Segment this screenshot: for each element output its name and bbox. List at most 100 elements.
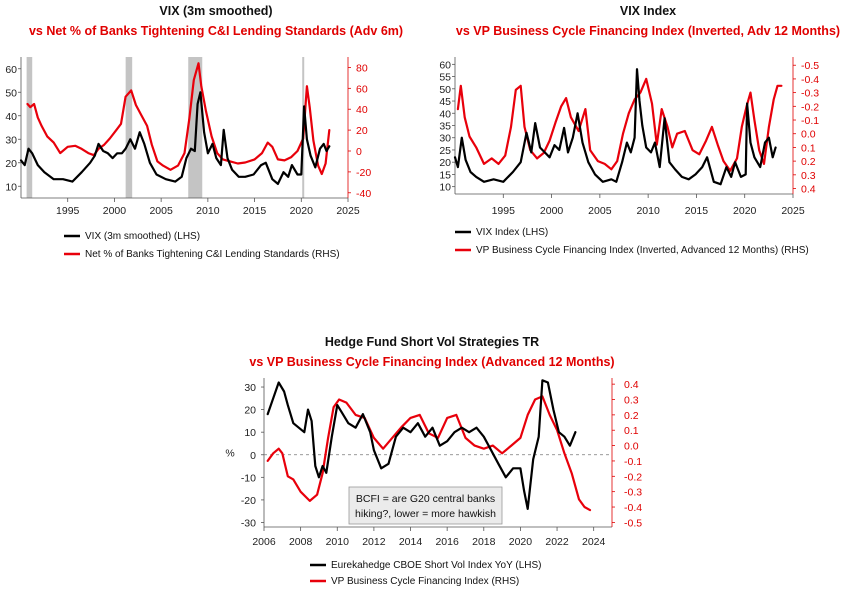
annotation-text: BCFI = are G20 central banks [356, 493, 495, 505]
y-right-tick-label: 0.4 [801, 184, 816, 196]
chart-title: Hedge Fund Short Vol Strategies TR [325, 335, 539, 349]
y-right-tick-label: 0.1 [801, 142, 816, 154]
y-right-tick-label: -0.1 [801, 115, 819, 127]
y-right-tick-label: -0.3 [801, 88, 819, 100]
y-left-tick-label: 20 [244, 405, 256, 417]
y-right-tick-label: 0.0 [624, 441, 639, 453]
y-right-tick-label: -0.2 [801, 101, 819, 113]
series-line-lhs [453, 68, 777, 186]
y-right-tick-label: -0.4 [801, 74, 819, 86]
x-tick-label: 2010 [326, 536, 350, 548]
annotation-text: hiking?, lower = more hawkish [355, 508, 496, 520]
legend-label-rhs: VP Business Cycle Financing Index (Inver… [476, 245, 809, 256]
y-left-tick-label: -20 [241, 495, 256, 507]
x-tick-label: 2000 [540, 205, 564, 217]
chart-panel-2: VIX Index vs VP Business Cycle Financing … [439, 4, 840, 256]
y-left-tick-label: 10 [244, 427, 256, 439]
x-tick-label: 2012 [362, 536, 386, 548]
series-line-rhs [26, 62, 331, 176]
y-left-tick-label: 35 [439, 121, 451, 133]
legend-label-rhs: Net % of Banks Tightening C&I Lending St… [85, 249, 340, 260]
y-left-tick-label: 10 [5, 181, 17, 193]
series-line-rhs [456, 77, 783, 172]
y-right-tick-label: 20 [356, 125, 368, 137]
y-left-tick-label: 25 [439, 145, 451, 157]
chart-subtitle: vs VP Business Cycle Financing Index (In… [456, 24, 840, 38]
y-right-tick-label: -0.5 [801, 60, 819, 72]
y-right-tick-label: -40 [356, 188, 371, 200]
x-tick-label: 2020 [290, 205, 314, 217]
chart-panel-3: Hedge Fund Short Vol Strategies TR vs VP … [225, 335, 642, 587]
chart-panel-1: VIX (3m smoothed) vs Net % of Banks Tight… [5, 4, 403, 260]
x-tick-label: 2000 [103, 205, 127, 217]
y-right-tick-label: 40 [356, 104, 368, 116]
y-right-tick-label: 0.0 [801, 129, 816, 141]
x-tick-label: 2022 [545, 536, 569, 548]
y-right-tick-label: -0.3 [624, 487, 642, 499]
y-left-tick-label: 40 [439, 108, 451, 120]
y-right-tick-label: -0.2 [624, 471, 642, 483]
y-left-tick-label: 30 [439, 133, 451, 145]
x-tick-label: 2020 [509, 536, 533, 548]
y-left-tick-label: 60 [5, 64, 17, 76]
legend-label-lhs: VIX Index (LHS) [476, 227, 548, 238]
x-tick-label: 2005 [149, 205, 173, 217]
x-tick-label: 2025 [781, 205, 805, 217]
y-left-tick-label: 55 [439, 72, 451, 84]
x-tick-label: 2015 [243, 205, 267, 217]
x-tick-label: 2014 [399, 536, 423, 548]
y-right-tick-label: 0.4 [624, 379, 639, 391]
series-line-lhs [266, 379, 577, 510]
chart-subtitle: vs VP Business Cycle Financing Index (Ad… [249, 355, 614, 369]
y-left-tick-label: 50 [5, 87, 17, 99]
x-tick-label: 1995 [56, 205, 80, 217]
chart-subtitle: vs Net % of Banks Tightening C&I Lending… [29, 24, 403, 38]
x-tick-label: 2015 [685, 205, 709, 217]
x-tick-label: 2010 [196, 205, 220, 217]
y-left-tick-label: -10 [241, 472, 256, 484]
x-tick-label: 2024 [582, 536, 606, 548]
x-tick-label: 1995 [492, 205, 516, 217]
x-tick-label: 2008 [289, 536, 313, 548]
y-left-tick-label: 60 [439, 59, 451, 71]
recession-band [26, 57, 33, 198]
y-right-tick-label: -20 [356, 167, 371, 179]
y-right-tick-label: 0.3 [801, 170, 816, 182]
y-right-tick-label: -0.1 [624, 456, 642, 468]
chart-title: VIX Index [620, 4, 676, 18]
y-left-tick-label: 20 [5, 158, 17, 170]
y-left-tick-label: 30 [244, 382, 256, 394]
legend-label-rhs: VP Business Cycle Financing Index (RHS) [331, 576, 519, 587]
legend-label-lhs: VIX (3m smoothed) (LHS) [85, 231, 200, 242]
y-left-tick-label: 15 [439, 169, 451, 181]
chart-title: VIX (3m smoothed) [159, 4, 272, 18]
x-tick-label: 2018 [472, 536, 496, 548]
x-tick-label: 2025 [336, 205, 360, 217]
legend-label-lhs: Eurekahedge CBOE Short Vol Index YoY (LH… [331, 560, 542, 571]
x-tick-label: 2006 [252, 536, 276, 548]
recession-band [125, 57, 133, 198]
x-tick-label: 2010 [636, 205, 660, 217]
y-right-tick-label: -0.5 [624, 517, 642, 529]
y-axis-label: % [225, 448, 234, 460]
y-right-tick-label: 60 [356, 83, 368, 95]
y-right-tick-label: 0.2 [624, 410, 639, 422]
x-tick-label: 2016 [435, 536, 459, 548]
y-left-tick-label: 20 [439, 157, 451, 169]
series-line-lhs [19, 91, 331, 185]
y-left-tick-label: 30 [5, 134, 17, 146]
y-right-tick-label: 0.2 [801, 156, 816, 168]
y-left-tick-label: 50 [439, 84, 451, 96]
y-left-tick-label: 45 [439, 96, 451, 108]
y-right-tick-label: 0.3 [624, 395, 639, 407]
annotation-box [348, 486, 503, 525]
y-left-tick-label: 40 [5, 111, 17, 123]
y-right-tick-label: 0.1 [624, 425, 639, 437]
y-left-tick-label: 10 [439, 182, 451, 194]
x-tick-label: 2005 [588, 205, 612, 217]
y-left-tick-label: 0 [250, 450, 256, 462]
y-right-tick-label: -0.4 [624, 502, 642, 514]
y-right-tick-label: 80 [356, 62, 368, 74]
y-left-tick-label: -30 [241, 517, 256, 529]
